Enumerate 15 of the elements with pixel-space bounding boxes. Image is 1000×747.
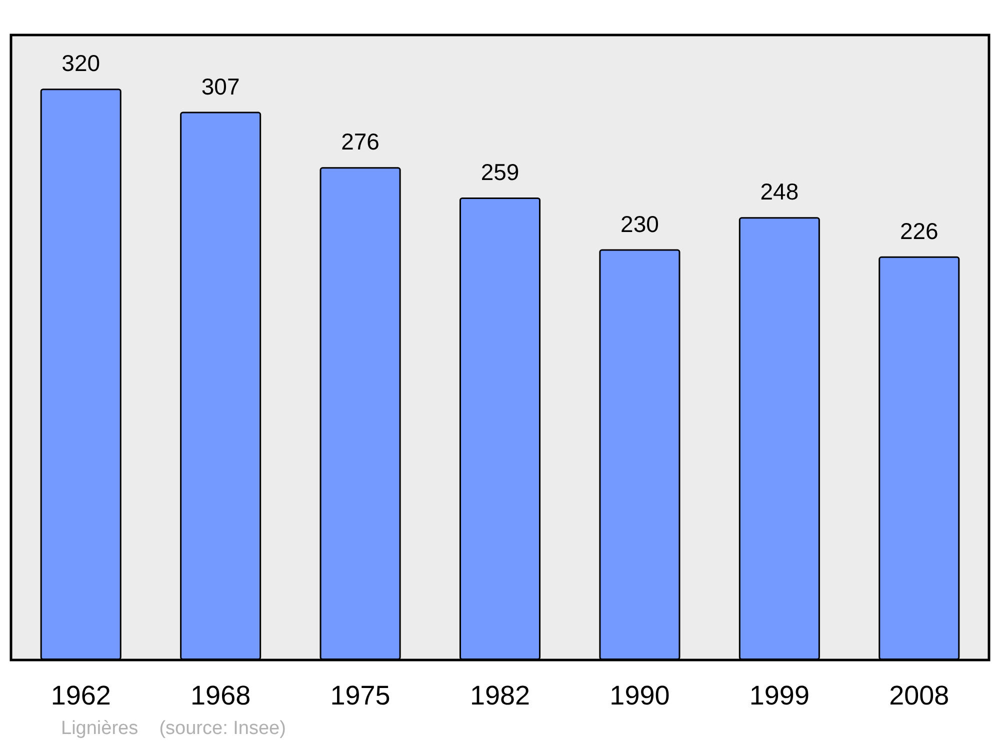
- x-tick-label: 1999: [749, 680, 810, 710]
- data-label: 259: [480, 159, 520, 185]
- x-tick-label: 1975: [330, 680, 390, 710]
- x-tick-label: 1968: [190, 680, 251, 710]
- x-tick-label: 1990: [610, 680, 670, 710]
- data-label: 230: [620, 210, 659, 237]
- data-label: 226: [900, 218, 938, 244]
- x-tick-label: 1962: [50, 680, 111, 710]
- data-label: 276: [341, 128, 380, 155]
- x-tick-label: 2008: [889, 680, 950, 710]
- data-label: 307: [201, 73, 240, 100]
- data-label: 248: [760, 178, 799, 205]
- text: Lignières (source: Insee): [61, 718, 286, 739]
- x-tick-label: 1982: [470, 680, 530, 710]
- data-label: 320: [62, 50, 100, 76]
